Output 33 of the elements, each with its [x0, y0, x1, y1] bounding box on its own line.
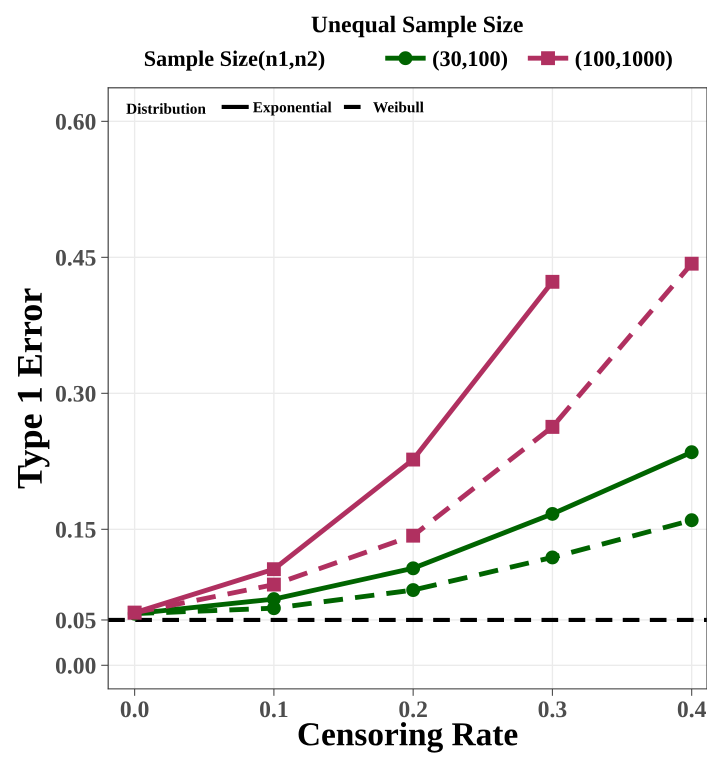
point — [684, 513, 699, 528]
y-tick-label: 0.30 — [56, 386, 96, 402]
x-tick-label: 0.3 — [538, 701, 566, 718]
y-tick-label: 0.00 — [56, 658, 96, 674]
x-axis-title: Censoring Rate — [298, 722, 518, 753]
y-tick-label: 0.05 — [56, 612, 96, 628]
annotation: Weibull — [373, 102, 424, 112]
legend-title: Sample Size(n1,n2) — [144, 50, 324, 71]
y-axis-title: Type 1 Error — [18, 288, 50, 488]
annotation: Exponential — [253, 102, 332, 116]
y-tick-label: 0.60 — [56, 114, 96, 130]
point — [266, 562, 281, 576]
point — [545, 550, 560, 564]
x-tick-label: 0.2 — [399, 701, 427, 718]
x-tick-label: 0.1 — [260, 701, 288, 718]
point — [406, 452, 420, 466]
x-tick-label: 0.4 — [678, 701, 706, 718]
point — [266, 578, 281, 592]
y-tick-label: 0.45 — [56, 250, 96, 266]
legend-label: (100,1000) — [576, 50, 672, 71]
chart-title: Unequal Sample Size — [311, 16, 523, 38]
x-tick-label: 0.0 — [120, 701, 148, 718]
point — [545, 274, 560, 289]
point — [545, 420, 560, 434]
legend-label: (30,100) — [433, 50, 508, 71]
point — [406, 561, 420, 576]
point — [545, 506, 560, 521]
y-tick-label: 0.15 — [56, 522, 96, 538]
point — [684, 256, 699, 271]
point — [684, 445, 699, 460]
point — [406, 583, 420, 597]
point — [406, 528, 420, 543]
annotation: Distribution — [126, 103, 206, 114]
